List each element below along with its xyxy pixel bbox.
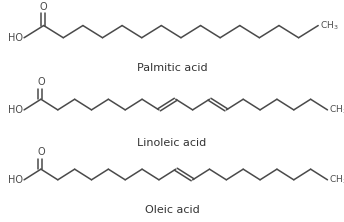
Text: CH$_3$: CH$_3$ xyxy=(329,104,344,116)
Text: Oleic acid: Oleic acid xyxy=(144,205,200,215)
Text: HO: HO xyxy=(8,33,23,43)
Text: HO: HO xyxy=(8,175,23,185)
Text: O: O xyxy=(37,147,45,157)
Text: CH$_3$: CH$_3$ xyxy=(320,19,338,32)
Text: O: O xyxy=(40,2,47,12)
Text: Palmitic acid: Palmitic acid xyxy=(137,63,207,73)
Text: Linoleic acid: Linoleic acid xyxy=(137,138,207,148)
Text: O: O xyxy=(37,77,45,87)
Text: CH$_3$: CH$_3$ xyxy=(329,174,344,186)
Text: HO: HO xyxy=(8,105,23,115)
